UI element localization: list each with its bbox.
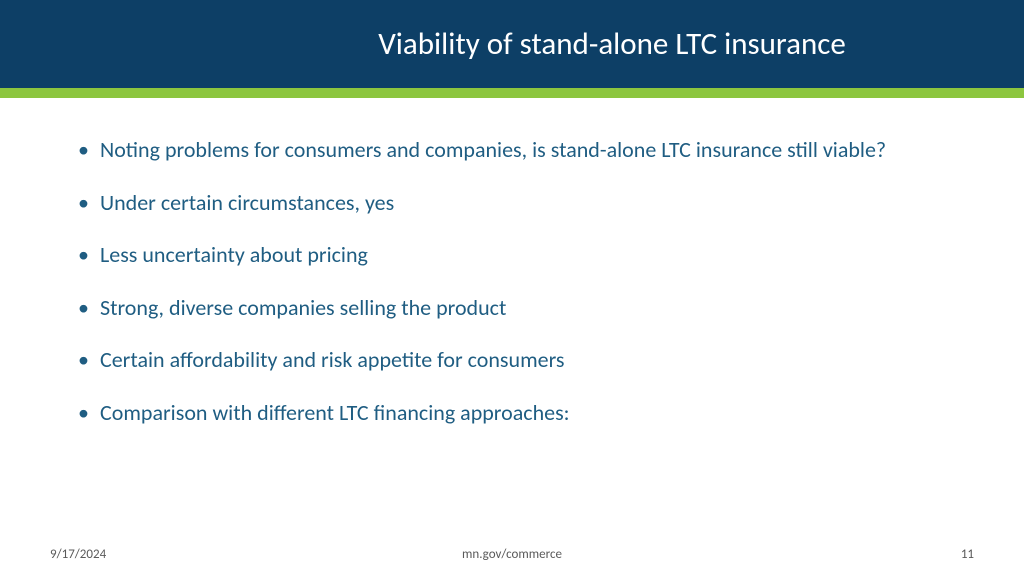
slide-header: Viability of stand-alone LTC insurance [0,0,1024,88]
footer-page-number: 11 [961,547,974,562]
bullet-item: Comparison with different LTC financing … [74,399,964,428]
footer-date: 9/17/2024 [50,547,106,562]
bullet-item: Less uncertainty about pricing [74,241,964,270]
bullet-item: Certain affordability and risk appetite … [74,346,964,375]
slide-content: Noting problems for consumers and compan… [0,98,1024,428]
bullet-item: Under certain circumstances, yes [74,189,964,218]
slide-title: Viability of stand-alone LTC insurance [378,25,846,63]
bullet-item: Strong, diverse companies selling the pr… [74,294,964,323]
footer-url: mn.gov/commerce [462,547,562,562]
bullet-list: Noting problems for consumers and compan… [74,136,964,428]
slide-footer: 9/17/2024 mn.gov/commerce 11 [0,547,1024,562]
accent-bar [0,88,1024,98]
bullet-item: Noting problems for consumers and compan… [74,136,964,165]
